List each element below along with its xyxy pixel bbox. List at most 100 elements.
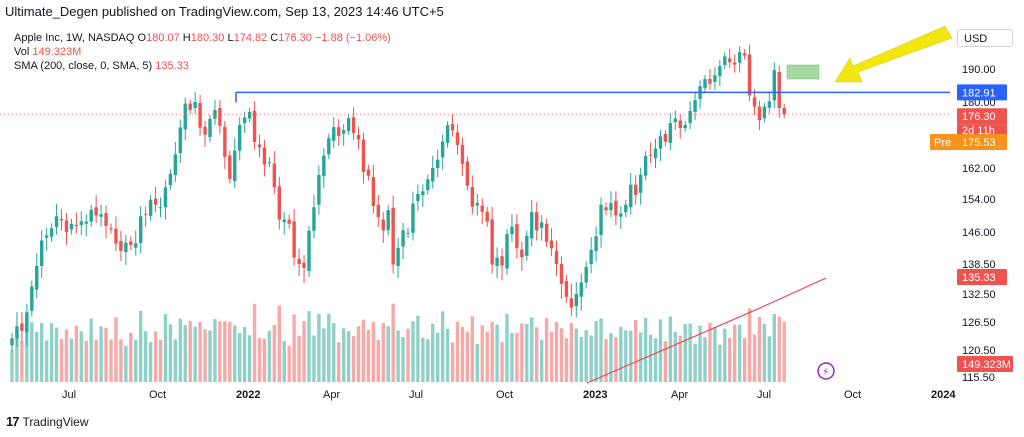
candle-body [396, 247, 400, 266]
candle-body [772, 69, 776, 101]
candle-body [455, 132, 460, 145]
volume-bar [638, 332, 643, 382]
price-tick-label: 190.00 [962, 64, 996, 76]
candle-body [297, 258, 301, 264]
candle-body [535, 212, 539, 231]
volume-bar [713, 327, 717, 382]
volume-bar [59, 338, 64, 382]
volume-bar [747, 308, 752, 382]
price-tick-label: 146.00 [962, 227, 996, 239]
candle-body [554, 250, 559, 264]
volume-bar [401, 336, 405, 382]
candle-body [668, 123, 673, 143]
volume-bar [520, 323, 524, 382]
volume-bar [35, 331, 39, 382]
legend-ohlc-row: Apple Inc, 1W, NASDAQ O180.07 H180.30 L1… [14, 31, 391, 45]
volume-bar [337, 342, 341, 382]
volume-bar [233, 325, 237, 382]
pre-tag: Pre [934, 137, 951, 149]
candle-body [247, 111, 252, 119]
candle-body [579, 282, 583, 297]
candle-body [89, 209, 93, 222]
candle-body [747, 54, 752, 96]
candle-body [20, 323, 24, 331]
legend-symbol[interactable]: Apple Inc, 1W, NASDAQ [14, 32, 135, 44]
candle-body [292, 221, 296, 258]
candle-body [346, 118, 351, 132]
candle-body [30, 286, 34, 311]
candle-body [351, 117, 356, 134]
time-tick-label: Apr [323, 389, 340, 401]
volume-bar [530, 317, 534, 382]
legend-volume-label[interactable]: Vol [14, 46, 30, 58]
volume-bar [475, 344, 479, 382]
volume-bar [614, 337, 618, 382]
currency-button[interactable]: USD [957, 29, 1013, 47]
volume-bar [257, 338, 262, 382]
volume-bar [757, 316, 762, 382]
volume-bar [624, 330, 628, 382]
candle-body [510, 226, 514, 235]
volume-bar [129, 332, 133, 382]
volume-bar [139, 310, 143, 382]
volume-bar [470, 316, 475, 382]
candle-body [213, 109, 217, 119]
legend-sma-label[interactable]: SMA (200, close, 0, SMA, 5) [14, 60, 153, 72]
volume-badge: 149.323M [962, 359, 1011, 371]
legend-sma-row: SMA (200, close, 0, SMA, 5) 135.33 [14, 59, 391, 73]
candle-body [272, 163, 277, 188]
volume-bar [411, 321, 415, 382]
candle-body [391, 207, 395, 265]
legend-low-key: L [227, 32, 234, 44]
volume-bar [153, 331, 158, 382]
candle-body [648, 154, 653, 156]
candle-body [208, 118, 212, 138]
volume-bar [421, 337, 425, 382]
volume-bar [228, 321, 232, 382]
volume-bar [564, 338, 569, 382]
volume-bar [322, 328, 326, 382]
candle-body [327, 138, 331, 155]
candle-body [356, 135, 361, 140]
volume-bar [416, 315, 420, 382]
volume-bar [277, 305, 281, 382]
volume-bar [426, 339, 430, 382]
price-badge-premarket: 175.53 [962, 137, 996, 149]
volume-bar [381, 322, 385, 382]
candle-body [79, 221, 83, 225]
candle-body [762, 106, 767, 119]
time-axis[interactable]: Jul Oct 2022 Apr Jul Oct 2023 Apr Jul Oct 2024 [62, 389, 956, 401]
legend-close-key: C [270, 32, 279, 44]
price-tick-label: 162.00 [962, 163, 996, 175]
volume-bar [69, 338, 74, 382]
candle-body [277, 186, 281, 220]
volume-bar [648, 334, 653, 382]
candle-body [406, 232, 410, 234]
candle-body [678, 120, 682, 129]
volume-bar [44, 340, 49, 382]
volume-bar [579, 336, 583, 382]
volume-bar [346, 331, 351, 382]
time-tick-label: Jul [757, 389, 771, 401]
volume-bar [604, 339, 608, 382]
yellow-arrow-annotation [834, 25, 953, 83]
volume-bar [668, 316, 673, 382]
price-tick-label: 132.50 [962, 289, 996, 301]
volume-bar [574, 328, 578, 382]
candle-body [431, 168, 435, 182]
candle-body [173, 154, 178, 175]
volume-bar [99, 326, 103, 382]
volume-bar [341, 328, 346, 382]
candle-body [104, 213, 108, 226]
volume-bar [584, 330, 588, 382]
candle-body [574, 294, 578, 307]
volume-bar [49, 323, 54, 382]
volume-bar [535, 327, 539, 382]
volume-bar [208, 330, 212, 382]
candle-body [178, 127, 182, 154]
volume-bar [693, 343, 697, 382]
volume-bar [371, 322, 376, 382]
candle-body [520, 249, 524, 258]
